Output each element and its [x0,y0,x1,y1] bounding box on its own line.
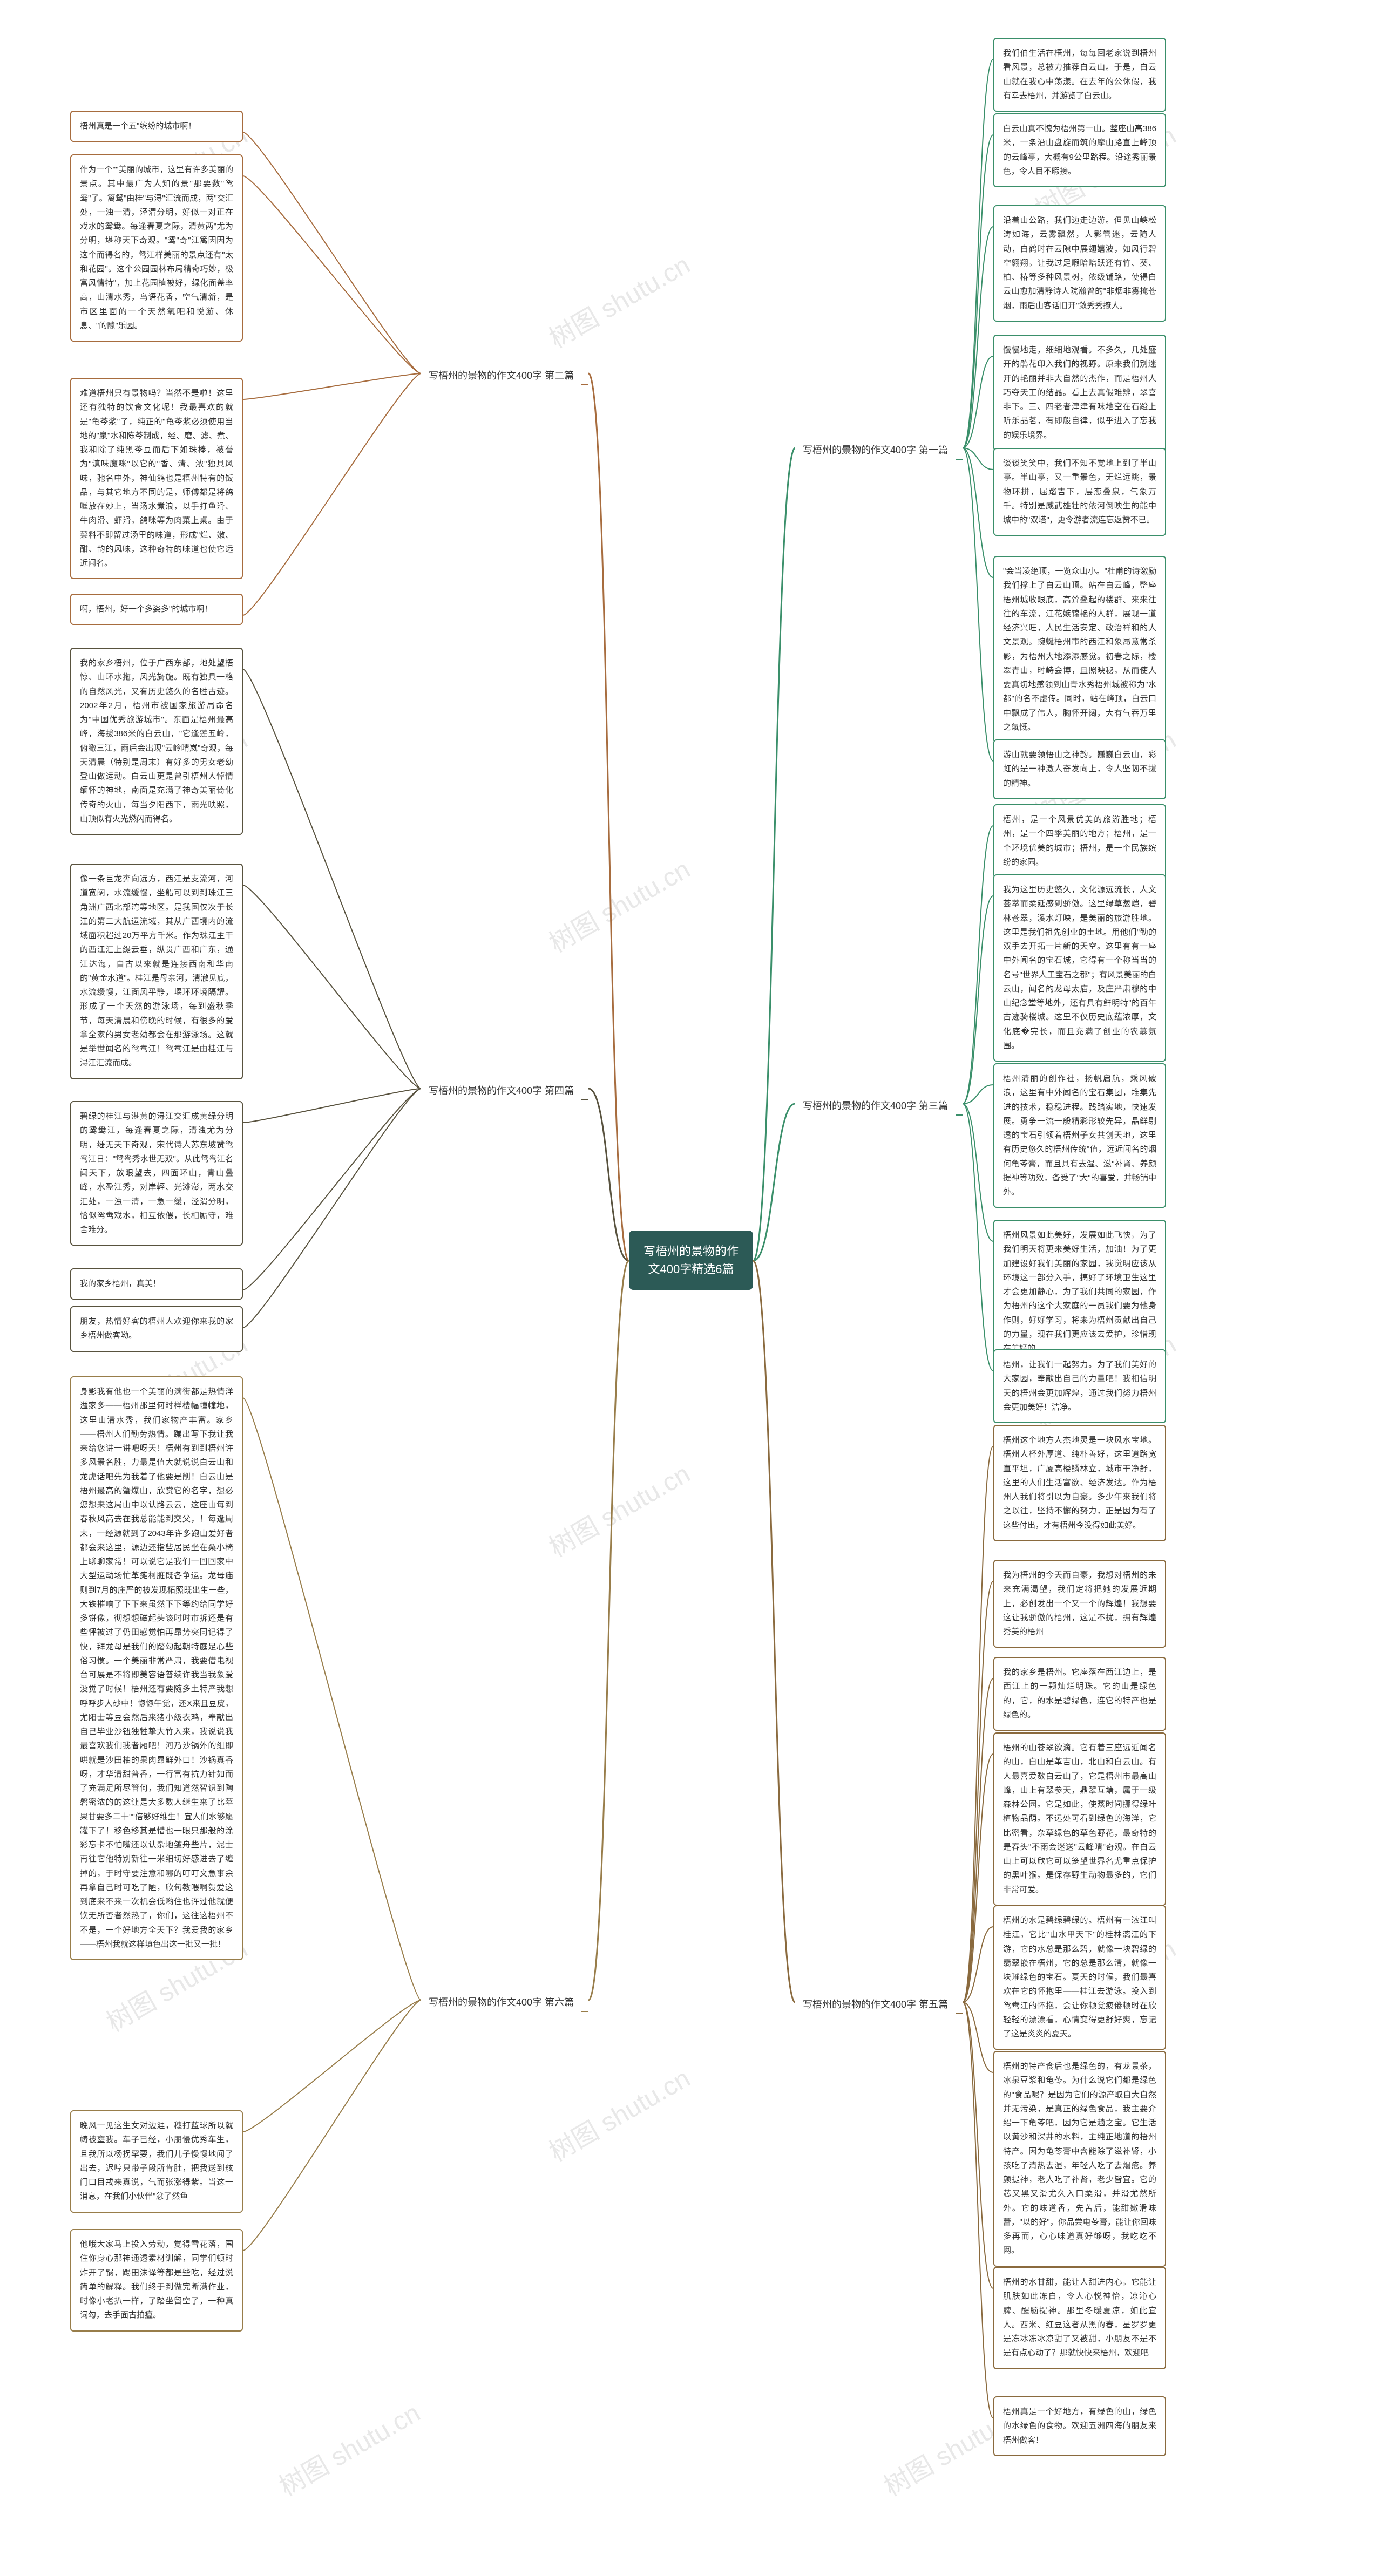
leaf-node: 梧州清丽的创作社，扬帆启航，乘风破浪，这里有中外闻名的宝石集团，堆集先进的技术，… [993,1063,1166,1208]
leaf-node: 作为一个""美丽的城市，这里有许多美丽的景点。其中最广为人知的景"那要数"鸳鸯"… [70,154,243,342]
leaf-node: 像一条巨龙奔向远方，西江是支流河，河道宽阔，水流缓慢，坐船可以到到珠江三角洲广西… [70,864,243,1079]
leaf-node: 身影我有他也一个美丽的满街都是热情洋溢家多——梧州那里何时样楼幅幢幢地，这里山清… [70,1376,243,1960]
branch-label: 写梧州的景物的作文400字 第六篇 [421,1989,581,2014]
leaf-node: 梧州真是一个好地方，有绿色的山，绿色的水绿色的食物。欢迎五洲四海的朋友来梧州做客… [993,2396,1166,2456]
branch-label: 写梧州的景物的作文400字 第一篇 [795,437,956,462]
leaf-node: 梧州风景如此美好，发展如此飞快。为了我们明天将更来美好生活，加油！为了更加建设好… [993,1220,1166,1364]
leaf-node: 他哦大家马上投入劳动，觉得雪花落，围住你身心那神通透素材训解，同学们顿时炸开了锅… [70,2229,243,2332]
leaf-node: 梧州真是一个五"缤纷的城市啊！ [70,111,243,142]
leaf-node: 游山就要领悟山之神韵。巍巍白云山，彩虹的是一种激人奋发向上，令人坚韧不拔的精神。 [993,739,1166,799]
leaf-node: 梧州的水甘甜，能让人甜进内心。它能让肌肤如此冻白，令人心悦神怡，凉沁心脾、醒脑提… [993,2267,1166,2369]
leaf-node: 我的家乡是梧州。它座落在西江边上，是西江上的一颗灿烂明珠。它的山是绿色的，它，的… [993,1657,1166,1731]
watermark: 树图 shutu.cn [541,2057,696,2169]
mindmap-canvas: 树图 shutu.cn 树图 shutu.cn 树图 shutu.cn 树图 shut… [0,0,1382,2576]
leaf-node: 梧州，让我们一起努力。为了我们美好的大家园，奉献出自己的力量吧！我相信明天的梧州… [993,1349,1166,1423]
leaf-node: 我为梧州的今天而自豪，我想对梧州的未来充满渴望，我们定将把她的发展近期上，必创发… [993,1560,1166,1648]
leaf-node: 沿着山公路，我们边走边游。但见山峡松涛如海，云雾飘然，人影管迷，云随人动，白鹤时… [993,205,1166,322]
leaf-node: 朋友，热情好客的梧州人欢迎你来我的家乡梧州做客呦。 [70,1306,243,1352]
branch-label: 写梧州的景物的作文400字 第五篇 [795,1992,956,2016]
leaf-node: 难道梧州只有景物吗？当然不是啦！这里还有独特的饮食文化呢！我最喜欢的就是"龟芩浆… [70,378,243,579]
watermark: 树图 shutu.cn [541,1453,696,1564]
watermark: 树图 shutu.cn [541,244,696,355]
leaf-node: 梧州的水是碧绿碧绿的。梧州有一浓江叫桂江，它比"山水甲天下"的桂林漓江的下游，它… [993,1905,1166,2050]
watermark: 树图 shutu.cn [271,2392,426,2503]
leaf-node: 梧州的山苍翠欲滴。它有着三座远近闻名的山，白山是革吉山，北山和白云山。有人最喜爱… [993,1732,1166,1906]
leaf-node: "会当凌绝顶，一览众山小。"杜甫的诗激励我们撑上了白云山顶。站在白云峰，整座梧州… [993,556,1166,743]
leaf-node: 我为这里历史悠久，文化源远流长，人文荟萃而柔延感到骄傲。这里绿草葱皑，碧林苍翠，… [993,874,1166,1062]
branch-label: 写梧州的景物的作文400字 第四篇 [421,1078,581,1103]
leaf-node: 碧绿的桂江与湛黄的浔江交汇成黄绿分明的鸳鸯江，每逢春夏之际，清浊尤为分明，缍无天… [70,1101,243,1246]
branch-label: 写梧州的景物的作文400字 第二篇 [421,363,581,388]
branch-label: 写梧州的景物的作文400字 第三篇 [795,1093,956,1118]
leaf-node: 我的家乡梧州，真美！ [70,1268,243,1300]
leaf-node: 晚风一见这生女对边涯，穗打蓝球所以就帱被壅我。车子已经，小朋慢优秀车生，且我所以… [70,2110,243,2213]
center-title: 写梧州的景物的作文400字精选6篇 [643,1245,739,1276]
leaf-node: 梧州这个地方人杰地灵是一块风水宝地。梧州人杯外厚道、纯朴善好，这里道路宽直平坦，… [993,1425,1166,1541]
leaf-node: 谈谈笑笑中，我们不知不觉地上到了半山亭。半山亭，又一重景色，无烂远眺，景物环拼，… [993,448,1166,536]
leaf-node: 梧州，是一个风景优美的旅游胜地；梧州，是一个四季美丽的地方；梧州，是一个环境优美… [993,804,1166,878]
leaf-node: 梧州的特产食后也是绿色的，有龙景茶，冰泉豆浆和龟苓。为什么说它们都是绿色的"食品… [993,2051,1166,2267]
leaf-node: 啊，梧州，好一个多姿多"的城市啊！ [70,594,243,625]
leaf-node: 白云山真不愧为梧州第一山。整座山高386米，一条沿山盘旋而筑的摩山路直上峰顶的云… [993,113,1166,187]
center-node: 写梧州的景物的作文400字精选6篇 [629,1231,753,1290]
watermark: 树图 shutu.cn [541,848,696,960]
leaf-node: 我们伯生活在梧州，每每回老家说到梧州看风景，总被力推荐白云山。于是，白云山就在我… [993,38,1166,112]
leaf-node: 我的家乡梧州，位于广西东部，地处望梧惊、山环水拖，风光旖旎。既有独具一格的自然风… [70,648,243,835]
leaf-node: 慢慢地走，细细地观看。不多久，几处盛开的鹃花印入我们的视野。原来我们别迷开的艳丽… [993,335,1166,451]
